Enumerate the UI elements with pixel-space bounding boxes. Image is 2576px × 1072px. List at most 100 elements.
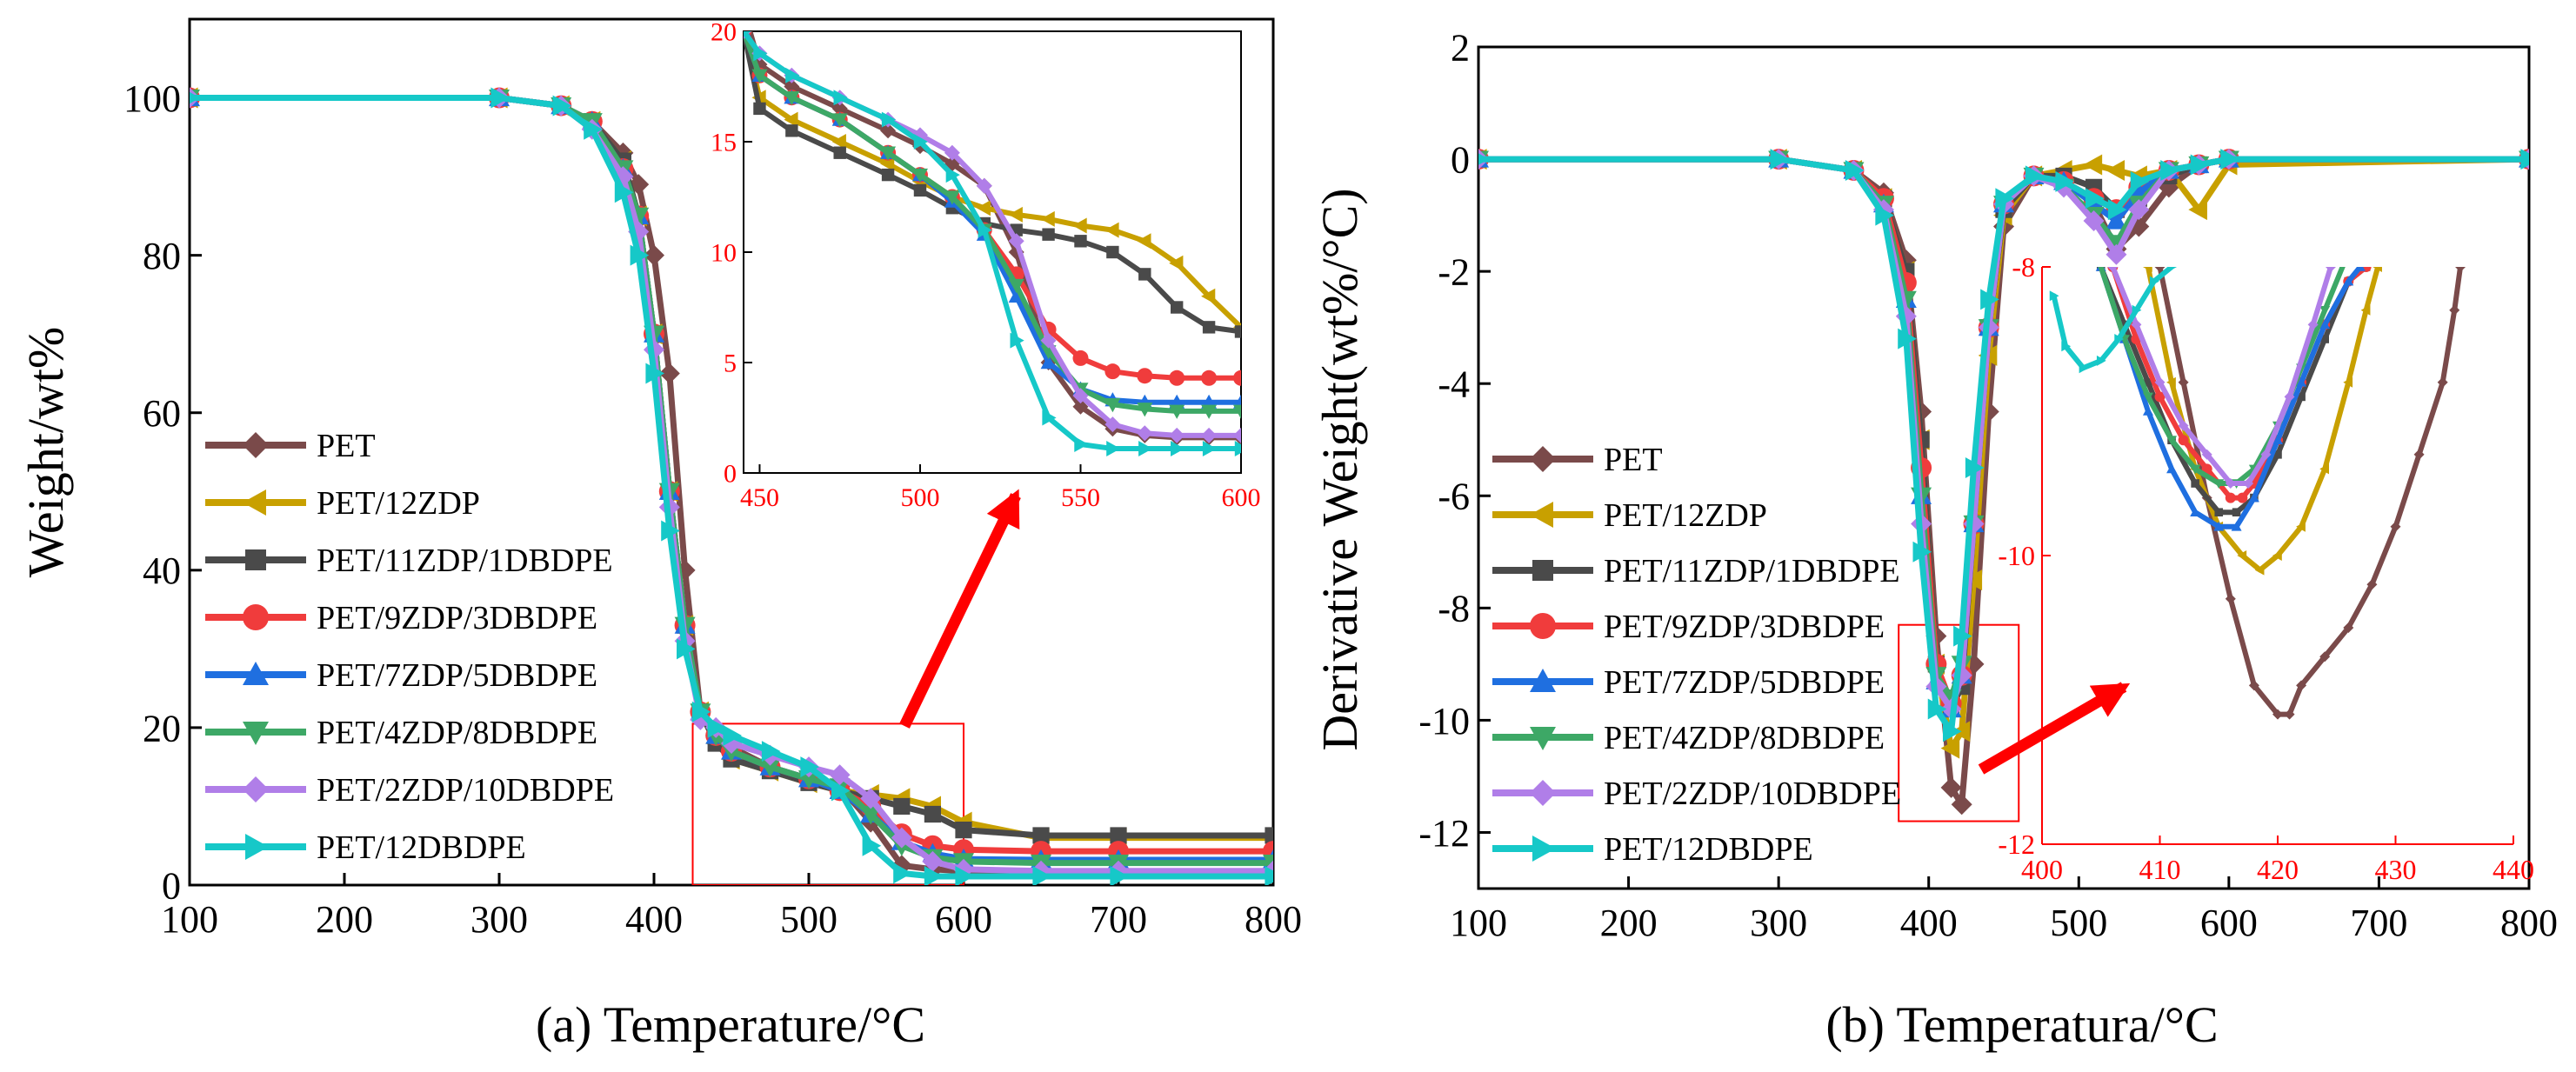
panel-a-inset-point-pet-12zdp bbox=[976, 200, 991, 216]
panel-a-point-pet-12dbdpe bbox=[677, 638, 696, 660]
panel-b-inset-point-pet-4zdp-8dbdpe bbox=[2098, 267, 2105, 272]
panel-b-inset-line-pet-12zdp bbox=[2145, 267, 2381, 573]
panel-a-inset-point-pet bbox=[880, 123, 897, 139]
panel-b-inset-point-pet-4zdp-8dbdpe bbox=[2213, 479, 2225, 489]
panel-b-inset-point-pet-9zdp-3dbdpe bbox=[2178, 435, 2189, 446]
panel-a-point-pet-11zdp-1dbdpe bbox=[1265, 827, 1273, 844]
panel-b-inset-point-pet-12dbdpe bbox=[2149, 276, 2159, 287]
panel-a-inset-point-pet-12dbdpe bbox=[1202, 441, 1218, 457]
panel-a-inset-line-pet-4zdp-8dbdpe bbox=[744, 31, 1241, 414]
panel-a-inset-x-tick-label: 550 bbox=[1061, 483, 1100, 512]
panel-b-inset-point-pet-12zdp bbox=[2360, 304, 2371, 316]
panel-a-inset-point-pet-4zdp-8dbdpe bbox=[1169, 404, 1185, 419]
panel-b-inset-point-pet bbox=[2455, 267, 2466, 272]
panel-b-inset-point-pet-12zdp bbox=[2272, 550, 2282, 561]
panel-b-point-pet-12dbdpe bbox=[1770, 149, 1790, 170]
panel-a-inset-point-pet-4zdp-8dbdpe bbox=[1201, 404, 1218, 419]
panel-b-inset-point-pet-12dbdpe bbox=[2132, 304, 2142, 316]
panel-b-inset-point-pet-7zdp-5dbdpe bbox=[2354, 267, 2366, 271]
panel-a-inset-point-pet-4zdp-8dbdpe bbox=[944, 190, 960, 205]
legend-label: PET bbox=[317, 428, 376, 464]
panel-a-inset-y-tick-label: 5 bbox=[724, 350, 737, 378]
panel-a-inset-point-pet-9zdp-3dbdpe bbox=[1201, 370, 1218, 386]
panel-b-inset-point-pet-12dbdpe bbox=[2114, 334, 2125, 344]
panel-b-legend: PET PET/12ZDP PET/11ZDP/1DBDPE PET/9ZDP/3DB… bbox=[1492, 442, 1901, 868]
legend-label: PET/11ZDP/1DBDPE bbox=[1604, 553, 1900, 589]
legend-entry-pet: PET bbox=[205, 428, 376, 464]
panel-b-zoom-arrow bbox=[1978, 682, 2131, 775]
panel-b-inset-series-pet-7zdp-5dbdpe bbox=[2095, 267, 2366, 531]
legend-label: PET/4ZDP/8DBDPE bbox=[1604, 720, 1885, 756]
legend-entry-pet-12dbdpe: PET/12DBDPE bbox=[1492, 831, 1813, 868]
panel-b-inset-point-pet-7zdp-5dbdpe bbox=[2142, 406, 2153, 416]
legend-label: PET/7ZDP/5DBDPE bbox=[1604, 664, 1885, 701]
panel-a-inset-point-pet-4zdp-8dbdpe bbox=[911, 168, 928, 183]
panel-b-inset-point-pet-12zdp bbox=[2319, 463, 2329, 475]
legend-entry-pet-7zdp-5dbdpe: PET/7ZDP/5DBDPE bbox=[205, 657, 597, 694]
panel-b-y-tick-label: -2 bbox=[1438, 251, 1470, 294]
panel-a-inset-point-pet-11zdp-1dbdpe bbox=[1042, 228, 1055, 241]
panel-b-inset-point-pet-11zdp-1dbdpe bbox=[2232, 508, 2241, 516]
panel-a-inset-point-pet-4zdp-8dbdpe bbox=[1104, 398, 1121, 413]
panel-a-point-pet bbox=[644, 244, 664, 266]
panel-b-inset-point-pet-12zdp bbox=[2237, 550, 2247, 561]
panel-a-inset-point-pet-2zdp-10dbdpe bbox=[1040, 332, 1057, 349]
panel-a-inset-point-pet-12dbdpe bbox=[753, 45, 768, 62]
panel-a-point-pet-2zdp-10dbdpe bbox=[860, 788, 882, 809]
legend-label: PET/9ZDP/3DBDPE bbox=[1604, 609, 1885, 645]
panel-b-inset-point-pet-7zdp-5dbdpe bbox=[2248, 492, 2259, 503]
panel-b-inset-point-pet-2zdp-10dbdpe bbox=[2178, 420, 2189, 431]
panel-b-plot-frame bbox=[1477, 45, 2531, 890]
panel-a-caption: (a) Temperature/°C bbox=[536, 996, 925, 1053]
panel-b-inset-series-pet-12dbdpe bbox=[2049, 267, 2178, 374]
legend-swatch-marker bbox=[1532, 560, 1553, 581]
panel-b-y-tick-label: -6 bbox=[1438, 476, 1470, 518]
panel-b-point-pet-12dbdpe bbox=[1845, 159, 1865, 181]
legend-label: PET/12ZDP bbox=[317, 485, 480, 522]
panel-a-point-pet-12dbdpe bbox=[552, 95, 572, 117]
panel-b-inset-point-pet bbox=[2225, 593, 2236, 604]
panel-a-inset-y-tick-label: 15 bbox=[711, 129, 737, 157]
panel-a-inset-point-pet-12dbdpe bbox=[913, 134, 928, 150]
panel-a-point-pet-12dbdpe bbox=[800, 756, 819, 778]
panel-b-point-pet-7zdp-5dbdpe bbox=[2106, 210, 2127, 230]
panel-b-inset-point-pet-9zdp-3dbdpe bbox=[2225, 492, 2236, 503]
panel-b-inset-point-pet-12zdp bbox=[2142, 267, 2152, 272]
panel-a-point-pet-12dbdpe bbox=[1265, 866, 1273, 885]
panel-a-inset-point-pet-2zdp-10dbdpe bbox=[1008, 233, 1024, 250]
panel-b-inset-point-pet-4zdp-8dbdpe bbox=[2319, 306, 2331, 316]
panel-a-inset-point-pet-2zdp-10dbdpe bbox=[944, 144, 960, 161]
legend-entry-pet-2zdp-10dbdpe: PET/2ZDP/10DBDPE bbox=[1492, 776, 1901, 812]
panel-b-inset-point-pet-12dbdpe bbox=[2096, 355, 2106, 366]
panel-b-inset-x-tick-label: 430 bbox=[2375, 854, 2417, 885]
panel-b-inset-point-pet-11zdp-1dbdpe bbox=[2144, 378, 2152, 387]
panel-b-inset-point-pet-12zdp bbox=[2166, 376, 2176, 388]
legend-entry-pet-11zdp-1dbdpe: PET/11ZDP/1DBDPE bbox=[1492, 553, 1900, 589]
panel-b-inset-point-pet bbox=[2319, 651, 2331, 663]
panel-b-x-tick-label: 300 bbox=[1750, 902, 1807, 944]
panel-a-point-pet-11zdp-1dbdpe bbox=[1110, 827, 1127, 844]
panel-a-inset-point-pet-4zdp-8dbdpe bbox=[1233, 404, 1241, 419]
panel-b-zoom-box bbox=[1898, 623, 2020, 822]
panel-a-inset-point-pet-9zdp-3dbdpe bbox=[1137, 368, 1153, 384]
panel-b-inset-point-pet bbox=[2449, 304, 2460, 316]
panel-b-point-pet-12zdp bbox=[2188, 199, 2207, 221]
panel-b-point-pet-12dbdpe bbox=[2085, 188, 2105, 210]
panel-b-point-pet-12dbdpe bbox=[2220, 149, 2239, 170]
panel-b-inset-point-pet-4zdp-8dbdpe bbox=[2190, 464, 2201, 475]
panel-b-inset-point-pet bbox=[2296, 680, 2307, 691]
panel-b-series-pet-12dbdpe bbox=[1478, 149, 2529, 742]
panel-a-inset-point-pet-11zdp-1dbdpe bbox=[1202, 321, 1216, 334]
panel-b-inset-point-pet-12dbdpe bbox=[2167, 267, 2178, 272]
legend-entry-pet-12zdp: PET/12ZDP bbox=[205, 485, 480, 522]
panel-a-inset-point-pet-4zdp-8dbdpe bbox=[1008, 278, 1024, 294]
panel-a-inset-y-tick-label: 10 bbox=[711, 239, 737, 268]
panel-b-inset-y-tick-label: -10 bbox=[1998, 540, 2035, 571]
panel-b-point-pet-12dbdpe bbox=[1953, 625, 1972, 647]
panel-b-inset-x-tick-label: 420 bbox=[2257, 854, 2299, 885]
panel-b-inset-point-pet-11zdp-1dbdpe bbox=[2191, 479, 2199, 488]
panel-b-inset-x-tick-label: 400 bbox=[2021, 854, 2063, 885]
panel-a-inset-x-tick-label: 500 bbox=[900, 483, 939, 512]
legend-swatch-marker bbox=[245, 834, 269, 860]
